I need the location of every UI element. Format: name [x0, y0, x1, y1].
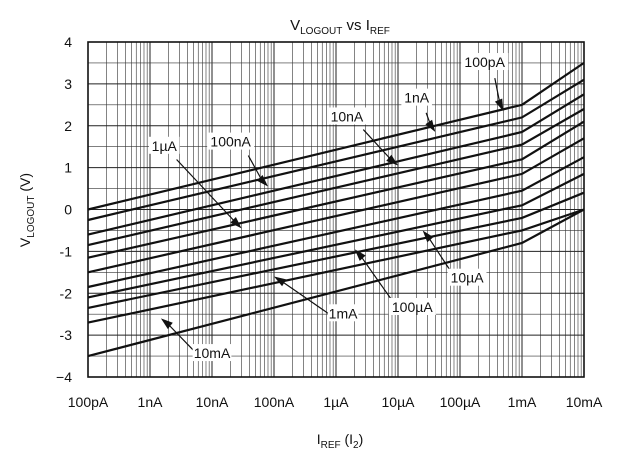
annotation-label-bg — [327, 107, 367, 125]
annotation-arrow-shaft — [281, 280, 329, 314]
x-tick-label: 1mA — [508, 394, 537, 410]
y-tick-label: 3 — [64, 76, 72, 92]
annotation-arrow-shaft — [494, 78, 501, 103]
y-tick-label: 0 — [64, 202, 72, 218]
annotation-arrow-head — [230, 217, 242, 229]
annotation-label: 10nA — [331, 108, 364, 124]
annotation-10mA: 10mA — [160, 318, 232, 362]
annotation-label: 10mA — [194, 345, 231, 361]
x-tick-label: 10µA — [382, 394, 416, 410]
series-line-unlabeled-6 — [87, 156, 585, 289]
annotation-label: 1nA — [404, 90, 430, 106]
y-axis-title: VLOGOUT (V) — [17, 173, 37, 247]
x-tick-label: 1µA — [323, 394, 349, 410]
annotation-arrow-shaft — [167, 323, 196, 353]
series-line-100µA — [87, 191, 585, 309]
plot-grid — [87, 41, 584, 378]
annotation-arrow-head — [494, 98, 504, 112]
series-line-1mA — [87, 208, 585, 324]
annotation-label-bg — [148, 136, 180, 154]
annotations: 100pA 1nA 10nA 100nA 1µA 10µA 100µA 1mA 10mA — [148, 53, 509, 362]
curves — [87, 61, 585, 358]
annotation-arrow-head — [256, 175, 268, 187]
annotation-label-bg — [192, 344, 232, 362]
series-line-10mA — [87, 208, 585, 358]
x-tick-label: 100pA — [68, 394, 109, 410]
series-line-unlabeled-2 — [87, 93, 585, 236]
annotation-100pA: 100pA — [461, 53, 509, 112]
y-tick-label: 4 — [64, 34, 72, 50]
y-tick-label: 1 — [64, 160, 72, 176]
x-axis-title: IREF (I2) — [317, 431, 364, 449]
x-tick-label: 10mA — [566, 394, 603, 410]
series-line-10µA — [87, 172, 585, 299]
x-tick-label: 1nA — [138, 394, 164, 410]
annotation-label-bg — [401, 88, 432, 106]
annotation-label-bg — [447, 268, 487, 286]
annotation-1nA: 1nA — [401, 88, 436, 133]
tick-labels: 100pA 1nA 10nA 100nA 1µA 10µA 100µA 1mA 10mA 4 3 2 1… — [56, 34, 603, 410]
y-tick-label: -1 — [60, 243, 73, 259]
annotation-100nA: 100nA — [207, 132, 268, 187]
y-tick-label: -3 — [60, 327, 73, 343]
annotation-label: 10µA — [451, 270, 485, 286]
annotation-10µA: 10µA — [422, 230, 487, 286]
annotation-100µA: 100µA — [354, 249, 436, 315]
annotation-1µA: 1µA — [148, 136, 242, 229]
annotation-label: 1µA — [152, 138, 178, 154]
annotation-10nA: 10nA — [327, 107, 398, 166]
annotation-label-bg — [461, 53, 509, 71]
series-line-100pA — [87, 61, 585, 211]
y-tick-label: −4 — [56, 369, 72, 385]
annotation-arrow-shaft — [247, 155, 263, 181]
series-line-1nA — [87, 78, 585, 222]
annotation-arrow-head — [386, 154, 398, 166]
annotation-arrow-head — [425, 119, 436, 133]
annotation-label: 100pA — [464, 54, 505, 70]
annotation-arrow-head — [422, 230, 434, 243]
y-tick-label: -2 — [60, 285, 73, 301]
annotation-label: 1mA — [329, 305, 358, 321]
annotation-arrow-head — [160, 318, 173, 329]
annotation-label: 100µA — [392, 299, 433, 315]
x-tick-label: 100nA — [254, 394, 295, 410]
annotation-label-bg — [207, 132, 255, 150]
annotation-label: 100nA — [210, 134, 251, 150]
series-line-10nA — [87, 108, 585, 247]
annotation-arrow-head — [274, 276, 287, 287]
annotation-arrow-shaft — [176, 159, 236, 223]
chart-title: VLOGOUT vs IREF — [290, 17, 390, 37]
x-tick-label: 100µA — [440, 394, 481, 410]
annotation-label-bg — [327, 304, 359, 322]
annotation-label-bg — [388, 298, 436, 315]
annotation-arrow-shaft — [360, 255, 396, 306]
y-tick-label: 2 — [64, 118, 72, 134]
annotation-1mA: 1mA — [274, 276, 359, 322]
annotation-arrow-head — [354, 249, 366, 261]
x-tick-label: 10nA — [196, 394, 229, 410]
series-line-100nA — [87, 120, 585, 259]
annotation-arrow-shaft — [362, 129, 392, 161]
series-line-1µA — [87, 137, 585, 274]
plot-frame — [87, 41, 585, 378]
